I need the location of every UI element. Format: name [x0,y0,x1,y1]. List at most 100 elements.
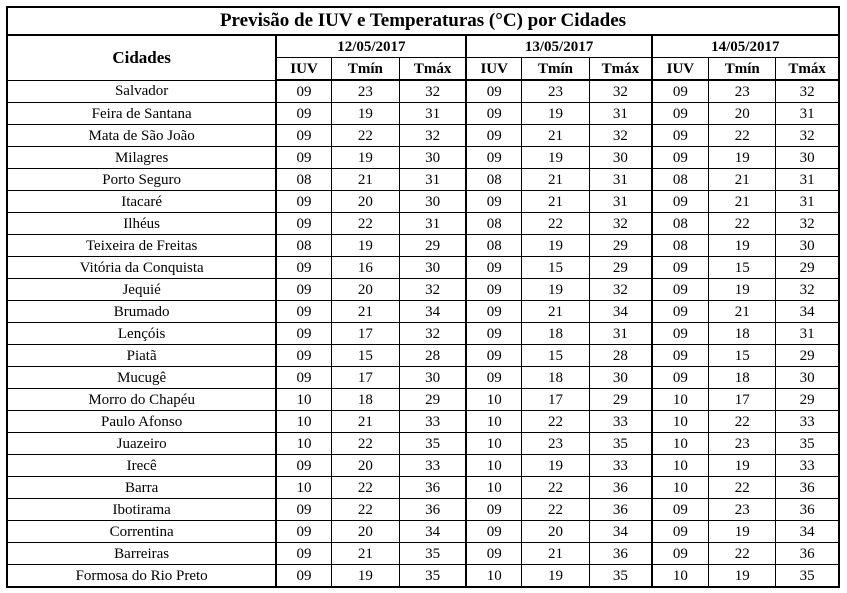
value-cell: 32 [589,124,653,147]
value-cell: 22 [330,124,400,147]
value-cell: 35 [398,542,467,565]
value-cell: 29 [398,234,467,257]
value-cell: 34 [589,520,653,543]
value-cell: 32 [589,278,653,301]
value-cell: 23 [330,79,400,103]
value-cell: 31 [775,168,840,191]
value-cell: 10 [650,476,710,499]
value-cell: 22 [708,410,777,433]
title-row: Previsão de IUV e Temperaturas (°C) por … [6,6,840,36]
value-cell: 09 [465,278,523,301]
value-cell: 21 [520,124,591,147]
city-row: Porto Seguro 08 21 31 08 21 31 08 21 31 [6,168,840,191]
city-row: Correntina 09 20 34 09 20 34 09 19 34 [6,520,840,543]
city-row: Teixeira de Freitas 08 19 29 08 19 29 08 19 30 [6,234,840,257]
value-cell: 23 [708,498,777,521]
value-cell: 32 [589,212,653,235]
value-cell: 19 [708,278,777,301]
value-cell: 22 [708,476,777,499]
value-cell: 09 [650,498,710,521]
value-cell: 32 [775,124,840,147]
value-cell: 08 [465,212,523,235]
value-cell: 10 [650,432,710,455]
value-cell: 09 [650,124,710,147]
city-row: Lençóis 09 17 32 09 18 31 09 18 31 [6,322,840,345]
value-cell: 09 [275,102,332,125]
value-cell: 09 [650,190,710,213]
value-cell: 34 [589,300,653,323]
value-cell: 29 [775,256,840,279]
value-cell: 29 [398,388,467,411]
value-cell: 29 [775,388,840,411]
city-row: Barra 10 22 36 10 22 36 10 22 36 [6,476,840,499]
city-row: Piatã 09 15 28 09 15 28 09 15 29 [6,344,840,367]
value-cell: 09 [275,300,332,323]
value-cell: 10 [650,410,710,433]
value-cell: 10 [650,564,710,588]
value-cell: 10 [650,388,710,411]
value-cell: 19 [520,146,591,169]
column-header: Tmáx [398,57,467,81]
value-cell: 35 [398,564,467,588]
value-cell: 09 [650,366,710,389]
city-row: Mucugê 09 17 30 09 18 30 09 18 30 [6,366,840,389]
value-cell: 09 [650,256,710,279]
column-header: Tmín [708,57,777,81]
value-cell: 35 [775,432,840,455]
city-name: Itacaré [6,190,278,213]
value-cell: 09 [465,542,523,565]
city-header: Cidades [6,34,278,81]
column-header: IUV [465,57,523,81]
value-cell: 30 [775,366,840,389]
value-cell: 09 [275,146,332,169]
value-cell: 10 [275,388,332,411]
value-cell: 09 [650,300,710,323]
city-row: Feira de Santana 09 19 31 09 19 31 09 20 31 [6,102,840,125]
value-cell: 10 [465,432,523,455]
value-cell: 09 [650,102,710,125]
city-name: Teixeira de Freitas [6,234,278,257]
value-cell: 30 [589,146,653,169]
value-cell: 31 [398,102,467,125]
value-cell: 19 [520,454,591,477]
value-cell: 09 [465,344,523,367]
value-cell: 09 [275,124,332,147]
value-cell: 19 [520,278,591,301]
value-cell: 34 [398,520,467,543]
forecast-table: Previsão de IUV e Temperaturas (°C) por … [6,6,840,588]
value-cell: 28 [589,344,653,367]
value-cell: 09 [650,322,710,345]
value-cell: 32 [398,79,467,103]
city-name: Formosa do Rio Preto [6,564,278,588]
value-cell: 31 [398,168,467,191]
value-cell: 19 [520,102,591,125]
value-cell: 10 [275,410,332,433]
city-name: Vitória da Conquista [6,256,278,279]
value-cell: 09 [465,256,523,279]
value-cell: 36 [775,542,840,565]
value-cell: 22 [708,542,777,565]
value-cell: 23 [520,79,591,103]
value-cell: 17 [330,322,400,345]
value-cell: 09 [465,146,523,169]
value-cell: 30 [398,190,467,213]
value-cell: 09 [275,542,332,565]
value-cell: 19 [708,454,777,477]
value-cell: 18 [708,366,777,389]
value-cell: 10 [275,432,332,455]
city-row: Itacaré 09 20 30 09 21 31 09 21 31 [6,190,840,213]
value-cell: 09 [465,498,523,521]
value-cell: 19 [708,520,777,543]
value-cell: 22 [330,498,400,521]
column-header: IUV [275,57,332,81]
table-title: Previsão de IUV e Temperaturas (°C) por … [6,6,840,36]
value-cell: 08 [465,234,523,257]
value-cell: 09 [275,79,332,103]
value-cell: 18 [520,322,591,345]
city-row: Salvador 09 23 32 09 23 32 09 23 32 [6,79,840,103]
value-cell: 31 [398,212,467,235]
value-cell: 08 [650,168,710,191]
city-name: Irecê [6,454,278,477]
value-cell: 32 [775,212,840,235]
